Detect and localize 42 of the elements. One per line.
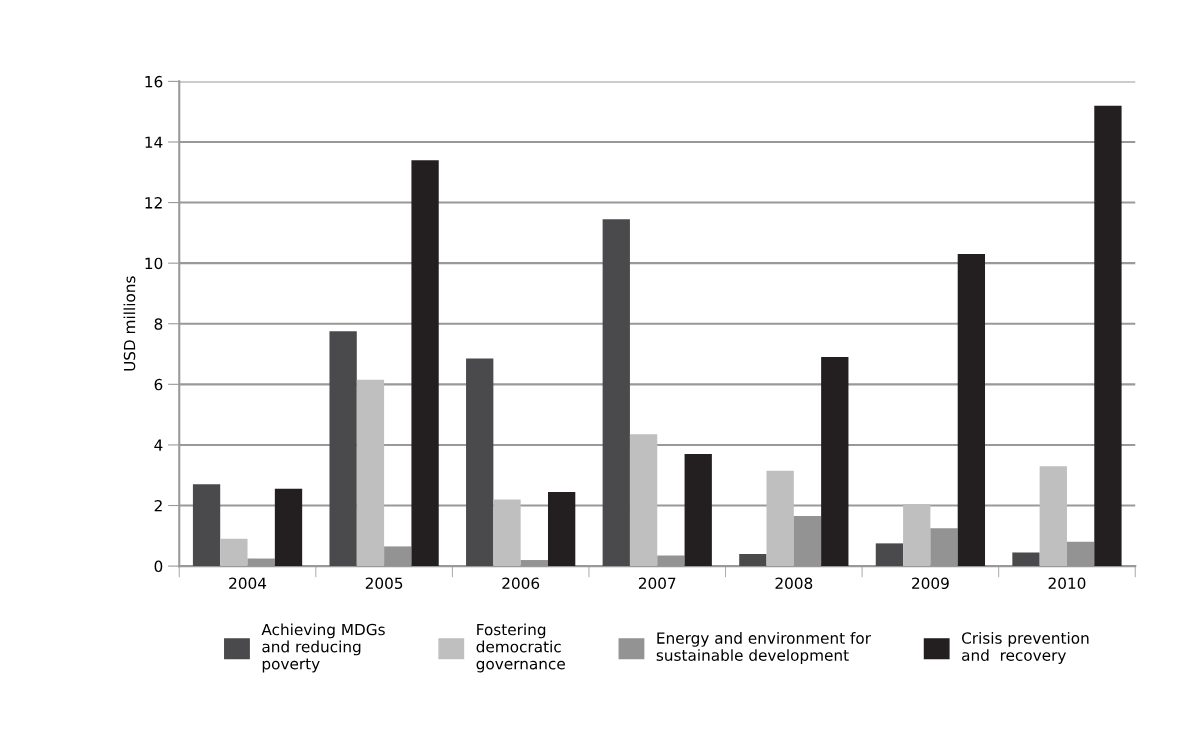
x-tick-label: 2006 — [502, 577, 540, 590]
legend-label: Energy and environment for sustainable development — [656, 632, 871, 664]
bar — [875, 543, 904, 567]
bar — [329, 331, 357, 567]
bar — [903, 504, 931, 567]
y-tick-label: 6 — [154, 378, 163, 391]
bar — [220, 538, 248, 567]
y-tick-label: 14 — [145, 136, 163, 148]
bar — [739, 553, 767, 567]
bar — [684, 454, 712, 567]
bar — [466, 358, 494, 567]
bar — [1012, 552, 1040, 567]
x-tick-label: 2008 — [775, 577, 813, 590]
x-tick-label: 2007 — [638, 577, 676, 590]
y-tick-label: 4 — [154, 439, 163, 451]
bar — [547, 491, 576, 567]
legend-label: Achieving MDGs and reducing poverty — [261, 623, 385, 673]
bar — [274, 488, 303, 567]
bar — [1094, 105, 1122, 567]
y-axis-title: USD millions — [123, 276, 136, 371]
bar — [629, 434, 658, 567]
bar — [411, 160, 439, 567]
x-tick-label: 2004 — [229, 577, 267, 590]
bar — [602, 219, 630, 567]
bar — [766, 470, 794, 567]
y-tick-label: 2 — [154, 499, 162, 512]
x-tick-label: 2009 — [912, 577, 949, 590]
y-tick-label: 0 — [154, 560, 163, 573]
y-tick-label: 8 — [154, 318, 163, 330]
bar — [192, 484, 221, 567]
bar — [1039, 466, 1067, 567]
bar — [821, 357, 849, 567]
legend-label: Fostering democratic governance — [476, 623, 565, 673]
y-tick-label: 12 — [145, 197, 162, 209]
y-tick-label: 10 — [145, 257, 163, 270]
bar — [356, 379, 385, 567]
legend-label: Crisis prevention and recovery — [961, 632, 1089, 664]
y-tick-label: 16 — [145, 75, 163, 88]
x-tick-label: 2010 — [1048, 577, 1086, 590]
bar — [493, 499, 521, 567]
x-tick-label: 2005 — [365, 577, 403, 590]
bar — [957, 254, 986, 567]
